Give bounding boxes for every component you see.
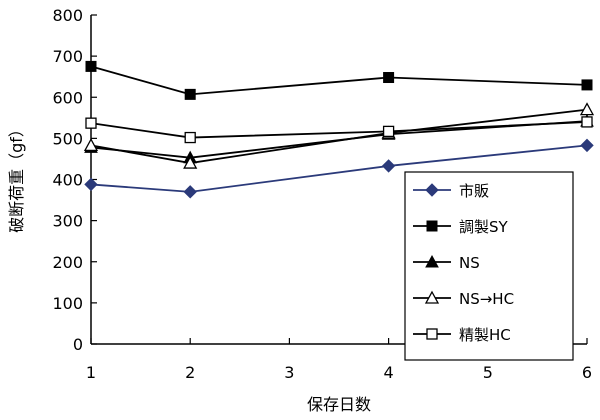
legend-marker [424, 290, 440, 304]
series-line [90, 108, 588, 164]
legend-marker [425, 254, 439, 268]
y-tick-label: 200 [52, 253, 83, 272]
data-point [83, 138, 99, 152]
legend-item: NS→HC [413, 290, 514, 308]
series-line [90, 144, 588, 193]
series-line [90, 120, 588, 159]
data-point [85, 117, 97, 129]
series-2 [84, 114, 594, 164]
x-tick-label: 2 [185, 363, 195, 382]
legend-marker [426, 220, 438, 232]
x-tick-label: 4 [384, 363, 394, 382]
series-0 [84, 138, 594, 199]
x-axis-title: 保存日数 [307, 395, 371, 414]
legend-marker [426, 328, 438, 340]
legend-label: NS→HC [459, 290, 514, 308]
legend-label: 精製HC [459, 326, 511, 344]
y-tick-label: 800 [52, 6, 83, 25]
y-tick-label: 600 [52, 88, 83, 107]
data-point [381, 159, 396, 173]
series-layer [83, 60, 595, 199]
series-3 [83, 102, 595, 169]
legend-item: 市販 [413, 182, 489, 200]
legend-item: 調製SY [413, 218, 509, 236]
x-tick-label: 6 [582, 363, 592, 382]
data-point [579, 102, 595, 116]
data-point [85, 60, 97, 72]
legend-marker [425, 183, 439, 197]
data-point [382, 125, 395, 138]
y-tick-label: 300 [52, 212, 83, 231]
data-point [183, 185, 197, 199]
data-point [184, 131, 196, 144]
legend-label: NS [459, 254, 480, 272]
x-tick-label: 3 [284, 363, 294, 382]
legend-label: 調製SY [459, 218, 509, 236]
data-point [580, 138, 594, 153]
y-tick-label: 400 [52, 171, 83, 190]
series-line [90, 121, 588, 139]
data-point [383, 72, 395, 84]
y-tick-label: 700 [52, 47, 83, 66]
y-tick-label: 0 [73, 335, 83, 354]
series-4 [85, 116, 593, 144]
x-tick-label: 5 [483, 363, 493, 382]
data-point [184, 88, 196, 100]
series-1 [85, 60, 593, 100]
y-tick-label: 500 [52, 129, 83, 148]
legend-label: 市販 [459, 182, 489, 200]
series-line [90, 65, 588, 96]
legend-item: 精製HC [413, 326, 511, 344]
data-point [581, 79, 593, 91]
y-ticks: 0 100 200 300 400 500 600 700 800 [52, 6, 97, 354]
y-tick-label: 100 [52, 294, 83, 313]
y-axis-title: 破断荷重（gf） [7, 121, 26, 233]
data-point [84, 177, 98, 192]
x-tick-label: 1 [86, 363, 96, 382]
data-point [183, 155, 198, 169]
data-point [581, 116, 593, 128]
legend-item: NS [413, 254, 480, 272]
